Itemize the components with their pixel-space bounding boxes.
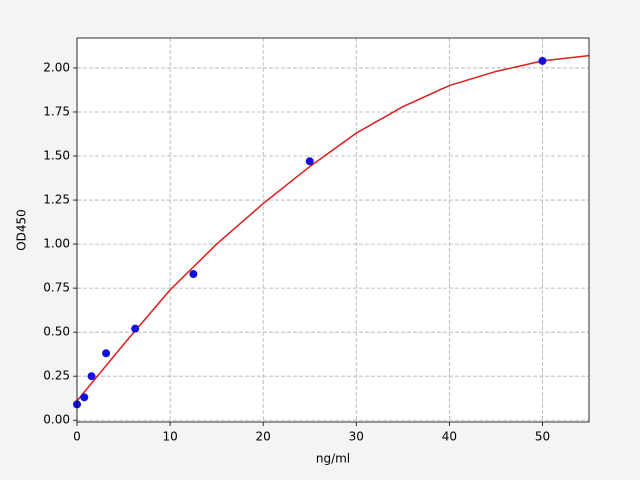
x-tick-label: 30 <box>349 430 364 444</box>
x-tick-label: 50 <box>535 430 550 444</box>
data-point <box>538 56 547 65</box>
data-point <box>102 349 111 358</box>
plot-area <box>77 38 589 422</box>
data-point <box>305 157 314 166</box>
y-tick-label: 0.75 <box>43 281 70 295</box>
plot-frame <box>76 37 590 423</box>
data-point <box>189 270 198 279</box>
x-tick-label: 0 <box>73 430 81 444</box>
y-tick-label: 1.25 <box>43 193 70 207</box>
y-tick-label: 2.00 <box>43 60 70 74</box>
y-tick-label: 0.00 <box>43 413 70 427</box>
y-tick-label: 1.75 <box>43 104 70 118</box>
y-tick-label: 1.00 <box>43 237 70 251</box>
y-tick-label: 0.25 <box>43 369 70 383</box>
x-axis-label: ng/ml <box>316 452 350 466</box>
fit-curve <box>77 54 589 402</box>
data-point <box>87 372 96 381</box>
data-point <box>131 324 140 333</box>
y-axis-label: OD450 <box>15 209 29 251</box>
y-tick-label: 1.50 <box>43 149 70 163</box>
y-tick-label: 0.50 <box>43 325 70 339</box>
x-tick-label: 20 <box>256 430 271 444</box>
data-point <box>80 393 89 402</box>
x-tick-label: 10 <box>162 430 177 444</box>
x-tick-label: 40 <box>442 430 457 444</box>
